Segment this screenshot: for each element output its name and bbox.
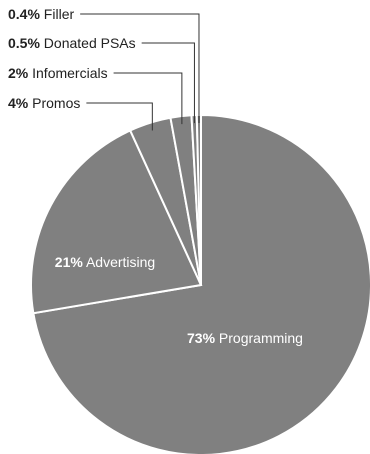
slice-programming-label: 73% Programming — [187, 330, 303, 346]
slice-filler-percent: 0.4% — [8, 6, 40, 22]
slice-filler-label: 0.4% Filler — [8, 6, 74, 22]
slice-advertising-name: Advertising — [83, 254, 155, 270]
slice-promos-label: 4% Promos — [8, 95, 80, 111]
slice-infomercials-percent: 2% — [8, 65, 29, 81]
slice-programming-percent: 73% — [187, 330, 216, 346]
slice-donated-psas-percent: 0.5% — [8, 35, 40, 51]
leader-line-filler — [80, 13, 200, 124]
slice-infomercials-name: Infomercials — [28, 65, 107, 81]
slice-labels: 73% Programming 21% Advertising 4% Promos 2… — [8, 6, 303, 346]
slice-promos-name: Promos — [28, 95, 80, 111]
slice-advertising-percent: 21% — [55, 254, 84, 270]
slice-advertising-label: 21% Advertising — [55, 254, 155, 270]
slice-donated-psas-label: 0.5% Donated PSAs — [8, 35, 136, 51]
leader-line-infomercials — [113, 72, 183, 125]
leader-line-donated-psas — [141, 42, 195, 124]
slice-donated-psas-name: Donated PSAs — [40, 35, 136, 51]
leader-lines — [80, 13, 200, 131]
leader-line-promos — [86, 102, 153, 131]
slice-infomercials-label: 2% Infomercials — [8, 65, 108, 81]
pie-slice-advertising — [30, 129, 203, 315]
slice-programming-name: Programming — [215, 330, 303, 346]
pie-slices — [30, 113, 370, 454]
slice-promos-percent: 4% — [8, 95, 29, 111]
slice-filler-name: Filler — [40, 6, 75, 22]
